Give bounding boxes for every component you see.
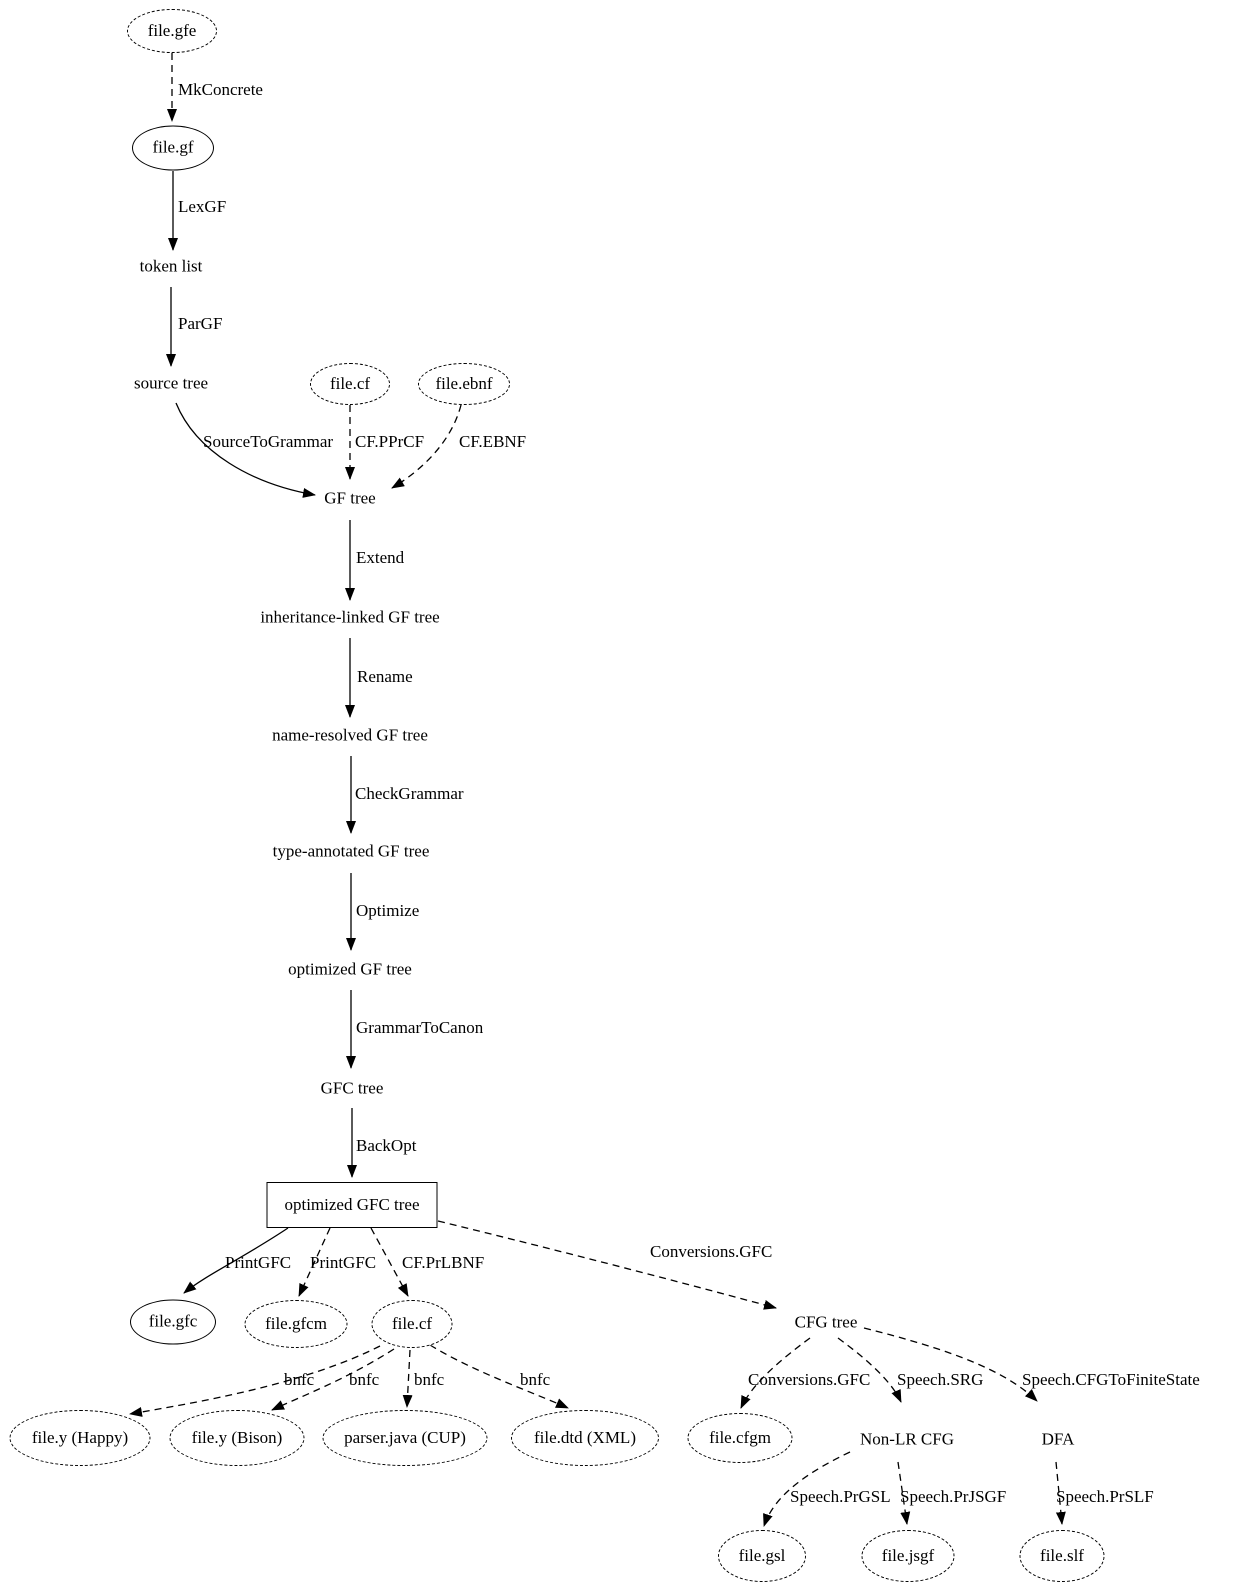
edge-bnfc-dtd xyxy=(429,1344,569,1409)
edge-speech-prslf xyxy=(1055,1461,1066,1525)
node-file-gfcm: file.gfcm xyxy=(244,1300,348,1348)
edge-label-printgfc-2: PrintGFC xyxy=(310,1253,377,1272)
edge-label-grammartocanon: GrammarToCanon xyxy=(356,1018,484,1037)
edge-speech-prjsgf xyxy=(897,1461,911,1525)
edge-bnfc-bison xyxy=(271,1348,395,1411)
node-file-cf-input: file.cf xyxy=(310,363,390,405)
edge-speech-srg xyxy=(837,1337,902,1403)
node-file-gfe: file.gfe xyxy=(127,9,217,53)
edge-label-bnfc-2: bnfc xyxy=(349,1370,380,1389)
node-file-gf: file.gf xyxy=(132,125,214,171)
node-optimized-gfc-tree: optimized GFC tree xyxy=(266,1182,438,1228)
edge-label-lexgf: LexGF xyxy=(178,197,227,216)
edge-label-bnfc-1: bnfc xyxy=(284,1370,315,1389)
edge-sourcetogrammar xyxy=(175,402,316,498)
node-file-y-happy: file.y (Happy) xyxy=(9,1410,151,1466)
edge-bnfc-cup xyxy=(402,1349,413,1408)
edge-label-sourcetogrammar: SourceToGrammar xyxy=(203,432,334,451)
node-gf-tree: GF tree xyxy=(324,488,376,508)
node-parser-java-cup: parser.java (CUP) xyxy=(322,1410,488,1466)
edge-label-bnfc-3: bnfc xyxy=(414,1370,445,1389)
node-file-cfgm: file.cfgm xyxy=(687,1413,793,1463)
node-file-ebnf: file.ebnf xyxy=(418,363,510,405)
edge-label-conversions-gfc-1: Conversions.GFC xyxy=(650,1242,773,1261)
node-non-lr-cfg: Non-LR CFG xyxy=(860,1429,954,1449)
node-inheritance-linked-gf-tree: inheritance-linked GF tree xyxy=(260,607,440,627)
edge-label-speech-cfgtofinitestate: Speech.CFGToFiniteState xyxy=(1022,1370,1200,1389)
edge-bnfc-happy xyxy=(129,1345,381,1417)
edge-label-optimize: Optimize xyxy=(356,901,420,920)
node-file-cf-output: file.cf xyxy=(371,1300,453,1348)
edge-conversions-gfc-cfg-tree xyxy=(437,1220,777,1310)
edge-label-speech-prjsgf: Speech.PrJSGF xyxy=(900,1487,1007,1506)
edge-label-cf-prlbnf: CF.PrLBNF xyxy=(402,1253,485,1272)
edge-label-cf-ebnf: CF.EBNF xyxy=(459,432,527,451)
node-file-jsgf: file.jsgf xyxy=(861,1530,955,1582)
edge-label-printgfc-1: PrintGFC xyxy=(225,1253,292,1272)
node-dfa: DFA xyxy=(1041,1429,1075,1449)
node-name-resolved-gf-tree: name-resolved GF tree xyxy=(272,725,428,745)
edge-label-speech-prgsl: Speech.PrGSL xyxy=(790,1487,891,1506)
edge-label-pargf: ParGF xyxy=(178,314,223,333)
node-source-tree: source tree xyxy=(133,373,209,393)
node-optimized-gf-tree: optimized GF tree xyxy=(288,959,412,979)
edge-cf-ebnf xyxy=(391,404,462,489)
edge-label-speech-prslf: Speech.PrSLF xyxy=(1056,1487,1154,1506)
edge-speech-cfgtofinitestate xyxy=(863,1327,1038,1402)
node-file-slf: file.slf xyxy=(1019,1530,1105,1582)
node-gfc-tree: GFC tree xyxy=(320,1078,384,1098)
edge-cf-prlbnf xyxy=(370,1227,409,1297)
edge-label-extend: Extend xyxy=(356,548,405,567)
edge-speech-prgsl xyxy=(763,1451,851,1527)
edge-printgfc-file-gfcm xyxy=(298,1227,331,1297)
node-file-gfc: file.gfc xyxy=(130,1299,216,1345)
edge-label-mkconcrete: MkConcrete xyxy=(178,80,263,99)
edge-label-conversions-gfc-2: Conversions.GFC xyxy=(748,1370,871,1389)
edge-conversions-gfc-file-cfgm xyxy=(740,1337,811,1409)
node-file-y-bison: file.y (Bison) xyxy=(169,1410,305,1466)
node-token-list: token list xyxy=(139,256,203,276)
node-file-dtd-xml: file.dtd (XML) xyxy=(511,1410,659,1466)
node-cfg-tree: CFG tree xyxy=(794,1312,858,1332)
node-type-annotated-gf-tree: type-annotated GF tree xyxy=(272,841,430,861)
edge-label-rename: Rename xyxy=(357,667,413,686)
edge-label-backopt: BackOpt xyxy=(356,1136,417,1155)
edge-printgfc-file-gfc xyxy=(183,1227,289,1294)
edge-label-speech-srg: Speech.SRG xyxy=(897,1370,984,1389)
edge-label-bnfc-4: bnfc xyxy=(520,1370,551,1389)
node-file-gsl: file.gsl xyxy=(718,1530,806,1582)
edge-label-cf-pprcf: CF.PPrCF xyxy=(355,432,425,451)
edge-label-checkgrammar: CheckGrammar xyxy=(355,784,464,803)
